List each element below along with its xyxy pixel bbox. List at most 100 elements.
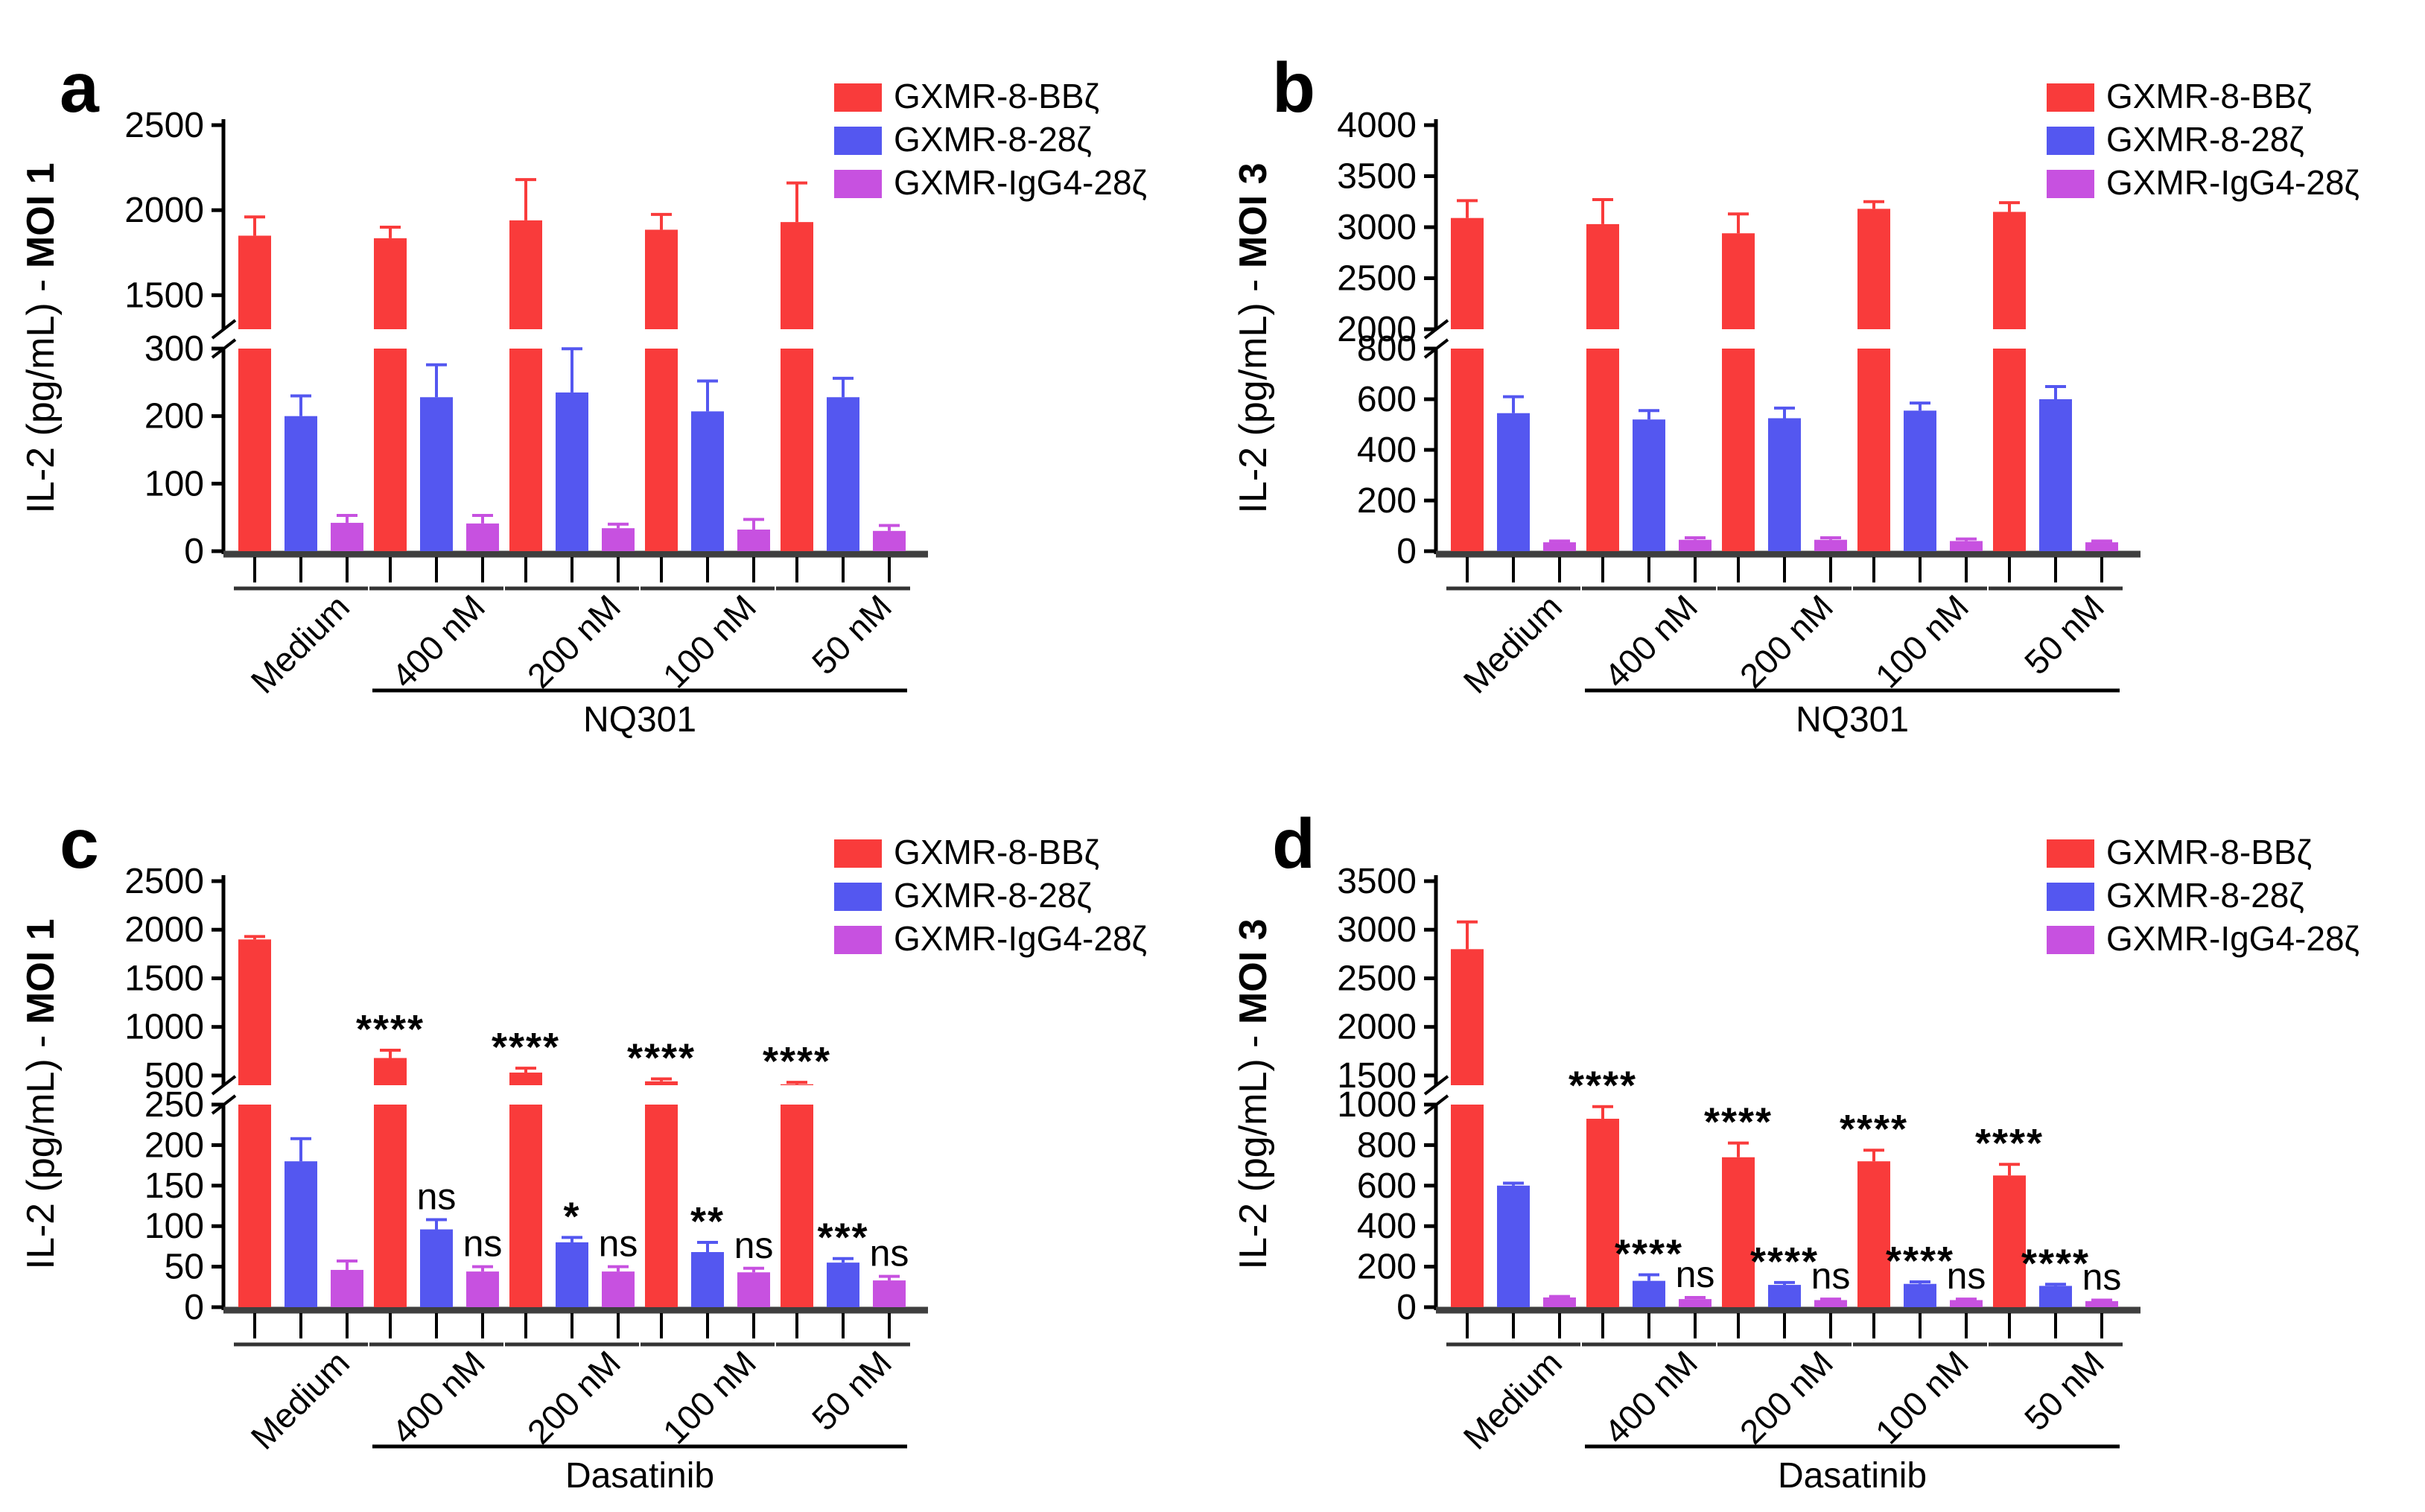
bar-GXMR-8-28ζ-400 nM <box>420 1229 453 1307</box>
bar-GXMR-8-BBζ-100 nM-upper <box>645 229 678 329</box>
y-tick-label: 200 <box>1357 1248 1417 1287</box>
legend-swatch-red <box>834 839 882 868</box>
treatment-label: NQ301 <box>1796 700 1909 740</box>
bar-GXMR-8-28ζ-50 nM <box>827 1262 859 1307</box>
category-label: 200 nM <box>520 1343 628 1451</box>
y-tick-label: 50 <box>165 1248 204 1287</box>
bar-GXMR-8-28ζ-Medium <box>1497 1185 1530 1307</box>
bar-GXMR-IgG4-28ζ-Medium <box>331 522 363 551</box>
bar-GXMR-8-28ζ-50 nM <box>827 397 859 551</box>
significance-label: ns <box>599 1223 638 1265</box>
y-tick-label: 150 <box>144 1166 204 1206</box>
y-tick-label: 600 <box>1357 380 1417 419</box>
y-tick-label: 1000 <box>124 1008 204 1047</box>
bar-GXMR-8-BBζ-200 nM <box>509 1105 542 1307</box>
category-label: 200 nM <box>1732 1343 1840 1451</box>
y-tick-label: 2000 <box>1337 310 1417 349</box>
y-tick-label: 2000 <box>124 191 204 230</box>
legend-label: GXMR-8-BBζ <box>2106 833 2312 871</box>
category-label: 200 nM <box>520 587 628 695</box>
significance-label: **** <box>1840 1107 1908 1152</box>
significance-label: ns <box>1947 1255 1986 1297</box>
category-label: 100 nM <box>655 587 763 695</box>
significance-label: **** <box>492 1025 560 1070</box>
category-label: 100 nM <box>1868 1343 1976 1451</box>
y-tick-label: 0 <box>184 532 204 571</box>
category-label: 50 nM <box>804 1343 899 1438</box>
significance-label: **** <box>1975 1121 2044 1166</box>
y-tick-label: 1500 <box>124 276 204 315</box>
legend-swatch-blue <box>2047 127 2094 155</box>
bar-GXMR-8-BBζ-200 nM-upper <box>509 220 542 329</box>
bar-GXMR-8-BBζ-100 nM <box>1857 349 1890 551</box>
bar-GXMR-8-BBζ-Medium <box>1451 1105 1484 1307</box>
legend-label: GXMR-IgG4-28ζ <box>894 919 1147 958</box>
bar-GXMR-8-BBζ-100 nM <box>645 349 678 551</box>
bar-GXMR-8-28ζ-Medium <box>285 1161 317 1307</box>
bar-GXMR-8-28ζ-400 nM <box>420 397 453 551</box>
y-tick-label: 200 <box>1357 481 1417 521</box>
bar-GXMR-8-28ζ-100 nM <box>1904 410 1936 551</box>
y-tick-label: 3500 <box>1337 157 1417 197</box>
y-tick-label: 800 <box>1357 1125 1417 1165</box>
y-tick-label: 200 <box>144 397 204 436</box>
y-tick-label: 1000 <box>1337 1085 1417 1125</box>
bar-GXMR-8-28ζ-200 nM <box>1768 1285 1801 1307</box>
treatment-label: Dasatinib <box>1778 1456 1927 1496</box>
legend-swatch-red <box>2047 83 2094 112</box>
significance-label: *** <box>817 1216 868 1260</box>
bar-GXMR-IgG4-28ζ-Medium <box>331 1269 363 1307</box>
axis-break-mark <box>1423 1094 1449 1115</box>
bar-GXMR-8-BBζ-Medium-upper <box>1451 217 1484 329</box>
significance-label: **** <box>1569 1064 1637 1108</box>
bar-GXMR-IgG4-28ζ-400 nM <box>466 1271 499 1307</box>
bar-GXMR-8-BBζ-200 nM-upper <box>509 1073 542 1085</box>
legend-label: GXMR-IgG4-28ζ <box>894 163 1147 202</box>
bar-GXMR-8-BBζ-200 nM <box>509 349 542 551</box>
bar-GXMR-8-BBζ-100 nM <box>645 1105 678 1307</box>
bar-GXMR-IgG4-28ζ-200 nM <box>1814 539 1847 551</box>
y-tick-label: 0 <box>1396 532 1417 571</box>
category-label: 200 nM <box>1732 587 1840 695</box>
legend-label: GXMR-8-28ζ <box>894 876 1092 915</box>
y-tick-label: 1500 <box>124 959 204 998</box>
bar-GXMR-IgG4-28ζ-Medium <box>1543 542 1576 551</box>
legend-swatch-magenta <box>834 926 882 954</box>
bar-GXMR-IgG4-28ζ-400 nM <box>1679 1299 1712 1307</box>
legend-label: GXMR-8-28ζ <box>894 120 1092 159</box>
bar-GXMR-8-BBζ-100 nM-upper <box>1857 209 1890 329</box>
bar-GXMR-8-28ζ-Medium <box>285 416 317 551</box>
category-label: 100 nM <box>1868 587 1976 695</box>
bar-GXMR-8-BBζ-Medium <box>238 349 271 551</box>
category-label: 50 nM <box>2017 587 2111 682</box>
bar-GXMR-8-BBζ-50 nM <box>781 349 813 551</box>
y-tick-label: 3000 <box>1337 208 1417 247</box>
bar-GXMR-8-BBζ-Medium-upper <box>238 939 271 1085</box>
bar-GXMR-IgG4-28ζ-200 nM <box>1814 1300 1847 1307</box>
legend-swatch-blue <box>834 883 882 911</box>
axis-break-mark <box>211 1094 237 1115</box>
legend-swatch-magenta <box>834 170 882 198</box>
y-tick-label: 200 <box>144 1125 204 1165</box>
bar-GXMR-8-BBζ-200 nM <box>1722 1157 1755 1307</box>
significance-label: ns <box>1676 1254 1715 1295</box>
treatment-label: Dasatinib <box>565 1456 714 1496</box>
y-tick-label: 100 <box>144 1207 204 1246</box>
significance-label: ns <box>1811 1255 1851 1297</box>
legend-swatch-red <box>2047 839 2094 868</box>
panel-letter: a <box>60 48 100 127</box>
bar-GXMR-8-BBζ-200 nM <box>1722 349 1755 551</box>
panel-letter: b <box>1272 48 1315 127</box>
y-tick-label: 500 <box>144 1056 204 1096</box>
bar-GXMR-8-BBζ-200 nM-upper <box>1722 233 1755 329</box>
bar-GXMR-8-BBζ-Medium <box>238 1105 271 1307</box>
y-tick-label: 300 <box>144 329 204 369</box>
category-label: 400 nM <box>1597 587 1705 695</box>
axis-break-mark <box>211 319 237 340</box>
bar-GXMR-IgG4-28ζ-100 nM <box>1950 1300 1983 1307</box>
treatment-label: NQ301 <box>583 700 696 740</box>
y-tick-label: 400 <box>1357 431 1417 470</box>
y-tick-label: 2500 <box>1337 959 1417 998</box>
